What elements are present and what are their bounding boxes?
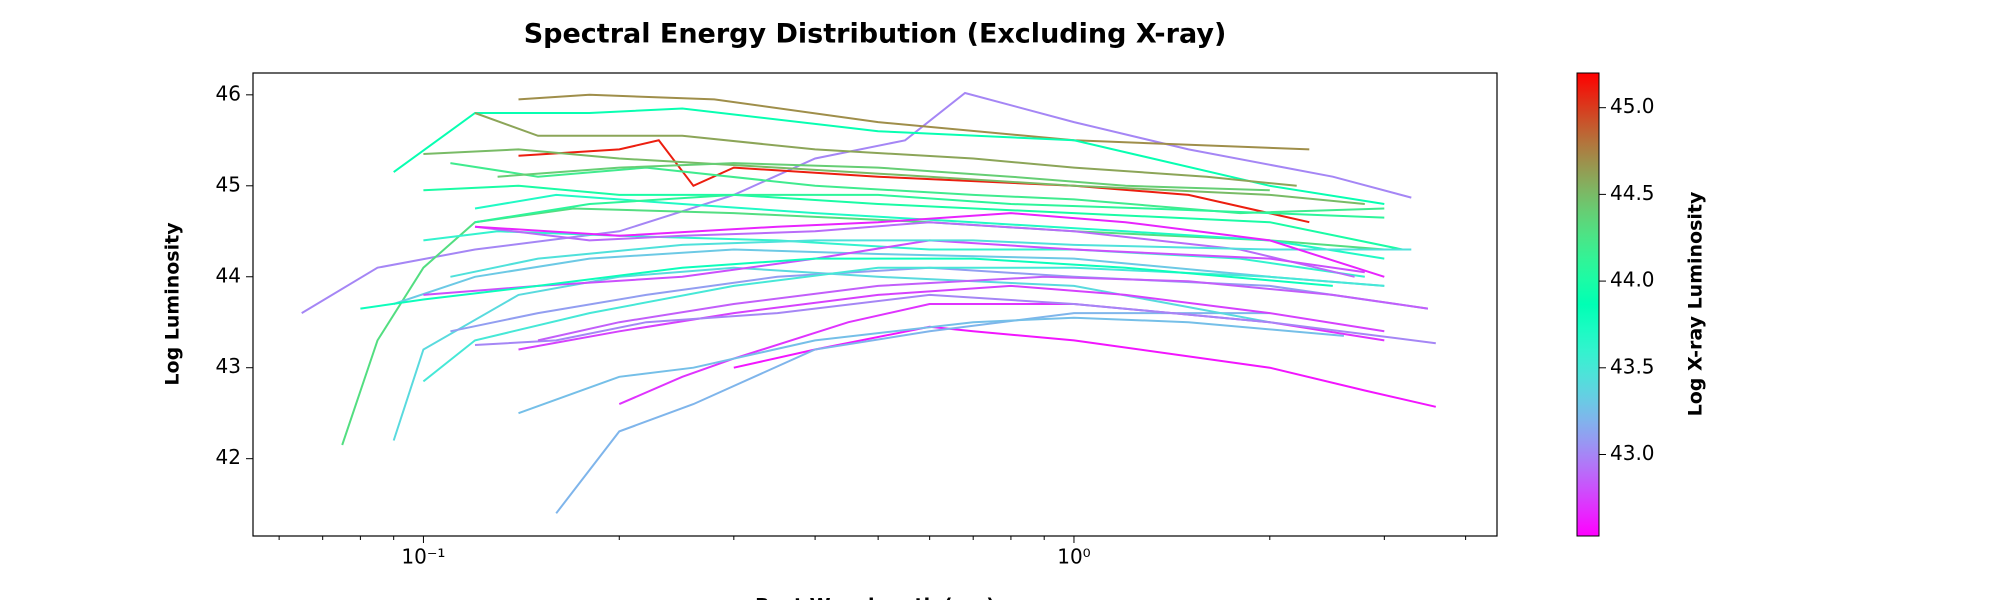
sed-line bbox=[422, 266, 1385, 383]
sed-line bbox=[474, 221, 1355, 278]
sed-line bbox=[518, 93, 1310, 151]
sed-line bbox=[423, 239, 1365, 296]
sed-line bbox=[450, 239, 1412, 278]
colorbar-tick-label: 45.0 bbox=[1610, 94, 1655, 118]
sed-line bbox=[518, 316, 1344, 415]
lines bbox=[301, 91, 1437, 514]
sed-line bbox=[450, 266, 1429, 333]
sed-line bbox=[341, 207, 1385, 446]
sed-line bbox=[392, 266, 1270, 441]
sed-line bbox=[497, 162, 1270, 192]
y-tick-label: 43 bbox=[216, 354, 241, 378]
colorbar-label: Log X-ray Luminosity bbox=[1685, 191, 1707, 416]
sed-line bbox=[301, 91, 1412, 314]
sed-line bbox=[423, 184, 1403, 251]
sed-line bbox=[555, 312, 1270, 514]
sed-line bbox=[733, 325, 1437, 408]
sed-line bbox=[474, 193, 1385, 260]
x-tick-label: 10⁻¹ bbox=[401, 545, 445, 569]
sed-line bbox=[474, 193, 1385, 224]
sed-line bbox=[518, 284, 1385, 351]
chart-title: Spectral Energy Distribution (Excluding … bbox=[524, 19, 1227, 50]
sed-line bbox=[518, 139, 1310, 224]
y-tick-label: 42 bbox=[216, 445, 241, 469]
x-tick-label: 10⁰ bbox=[1057, 545, 1090, 569]
colorbar-tick-label: 43.0 bbox=[1610, 441, 1655, 465]
colorbar-tick-label: 44.5 bbox=[1610, 181, 1655, 205]
y-tick-label: 46 bbox=[216, 81, 241, 105]
sed-line bbox=[474, 212, 1385, 278]
colorbar bbox=[1576, 72, 1600, 537]
sed-line bbox=[474, 293, 1436, 346]
plot-frame bbox=[252, 72, 1498, 537]
sed-line bbox=[393, 107, 1385, 205]
y-axis-label: Log Luminosity bbox=[162, 222, 184, 386]
sed-line bbox=[618, 303, 1385, 406]
sed-line bbox=[474, 112, 1297, 187]
colorbar-tick-label: 44.0 bbox=[1610, 268, 1655, 292]
y-tick-label: 44 bbox=[216, 263, 241, 287]
x-axis-label: Rest Wavelength (μm) bbox=[755, 595, 995, 601]
sed-line bbox=[393, 248, 1385, 305]
y-tick-label: 45 bbox=[216, 172, 241, 196]
sed-line bbox=[360, 257, 1333, 310]
sed-line bbox=[423, 148, 1365, 205]
colorbar-tick-label: 43.5 bbox=[1610, 354, 1655, 378]
sed-line bbox=[537, 275, 1429, 342]
